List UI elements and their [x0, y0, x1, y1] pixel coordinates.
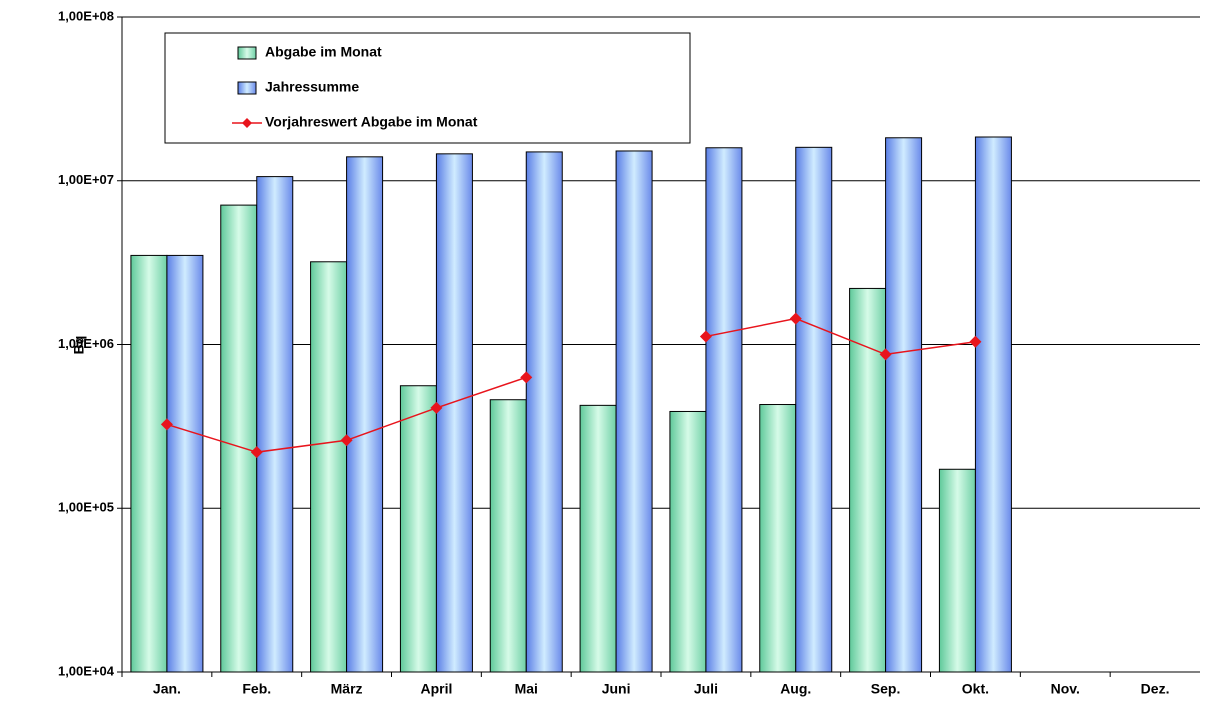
- marker: [789, 312, 802, 325]
- x-tick-label: Jan.: [153, 681, 181, 697]
- legend: Abgabe im Monat Jahressumme Vorjahreswert …: [164, 32, 691, 144]
- bar: [974, 136, 1012, 673]
- legend-swatch: [242, 118, 252, 128]
- bar: [220, 204, 258, 673]
- x-tick-label: Sep.: [871, 681, 901, 697]
- legend-swatch: [237, 81, 257, 95]
- bar: [256, 176, 294, 673]
- bar: [399, 385, 437, 673]
- legend-label: Abgabe im Monat: [265, 44, 382, 60]
- y-tick-label: 1,00E+04: [58, 663, 115, 678]
- marker: [879, 348, 892, 361]
- bar: [310, 261, 348, 673]
- bar: [759, 404, 797, 673]
- bar: [489, 399, 527, 673]
- y-tick-label: 1,00E+05: [58, 500, 114, 515]
- legend-label: Jahressumme: [265, 79, 359, 95]
- bar: [885, 137, 923, 673]
- legend-swatch: [237, 46, 257, 60]
- y-tick-label: 1,00E+08: [58, 8, 114, 23]
- marker: [250, 446, 263, 459]
- y-tick-label: 1,00E+07: [58, 172, 114, 187]
- x-tick-label: Juli: [694, 681, 718, 697]
- bar: [435, 153, 473, 673]
- bar: [579, 404, 617, 673]
- bar: [346, 156, 384, 673]
- x-tick-label: Nov.: [1051, 681, 1080, 697]
- marker: [699, 330, 712, 343]
- y-tick-label: 1,00E+06: [58, 336, 114, 351]
- bar: [849, 287, 887, 673]
- x-tick-label: Juni: [602, 681, 631, 697]
- x-tick-label: Feb.: [242, 681, 271, 697]
- x-tick-label: April: [420, 681, 452, 697]
- marker: [430, 401, 443, 414]
- bar: [615, 150, 653, 673]
- bar: [166, 254, 204, 673]
- marker: [160, 418, 173, 431]
- marker: [340, 434, 353, 447]
- marker: [520, 371, 533, 384]
- x-tick-label: Okt.: [962, 681, 989, 697]
- y-axis-label: Bq: [71, 336, 87, 355]
- marker: [969, 335, 982, 348]
- bar: [938, 468, 976, 673]
- x-tick-label: Aug.: [780, 681, 811, 697]
- bar: [130, 254, 168, 673]
- x-tick-label: März: [331, 681, 363, 697]
- legend-label: Vorjahreswert Abgabe im Monat: [265, 114, 478, 130]
- bar: [669, 410, 707, 673]
- x-tick-label: Dez.: [1141, 681, 1170, 697]
- x-tick-label: Mai: [515, 681, 538, 697]
- bar: [525, 151, 563, 673]
- bar: [705, 147, 743, 673]
- bar: [795, 146, 833, 673]
